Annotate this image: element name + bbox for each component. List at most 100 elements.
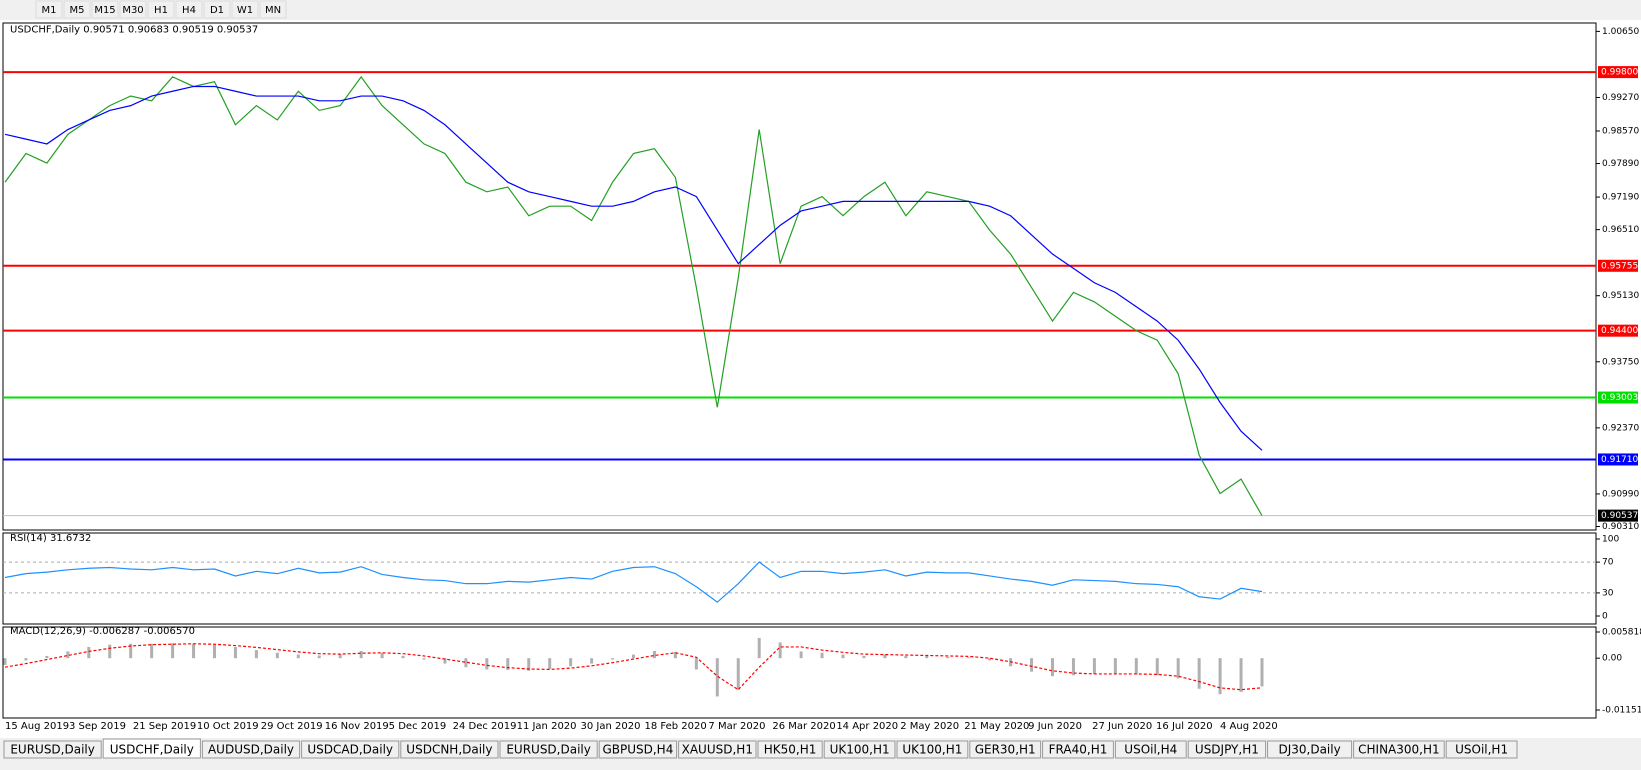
y-tick-label: 0.97890 (1602, 159, 1639, 169)
macd-panel (2, 626, 1597, 719)
y-tick-label: -0.011514 (1602, 706, 1641, 716)
toolbar (0, 0, 1641, 20)
chart-window (0, 20, 1641, 738)
level-label: 0.99800 (1601, 68, 1638, 78)
series-line (4, 561, 1263, 603)
x-tick-label: 3 Sep 2019 (69, 721, 126, 732)
level-tag (1598, 324, 1638, 337)
timeframe-button[interactable] (147, 0, 175, 19)
x-tick-label: 29 Oct 2019 (261, 721, 323, 732)
timeframe-button[interactable] (119, 0, 147, 19)
y-tick-label: 0.92370 (1602, 423, 1639, 433)
last-price-tag (1598, 509, 1638, 522)
x-tick-label: 5 Dec 2019 (389, 721, 447, 732)
rsi-panel (2, 532, 1597, 625)
tab-label: USOil,H1 (1455, 743, 1508, 757)
timeframe-button[interactable] (231, 0, 259, 19)
timeframe-button[interactable] (175, 0, 203, 19)
tab[interactable] (1114, 740, 1187, 759)
tab[interactable] (969, 740, 1042, 759)
price-panel (2, 22, 1597, 531)
x-tick-label: 2 May 2020 (900, 721, 959, 732)
y-tick-label: 0.99270 (1602, 93, 1639, 103)
tab[interactable] (201, 740, 301, 759)
level-label: 0.94400 (1601, 326, 1638, 336)
tab-label: GER30,H1 (975, 743, 1036, 757)
tab-label: HK50,H1 (764, 743, 817, 757)
timeframe-button[interactable] (203, 0, 231, 19)
tab[interactable] (1353, 740, 1445, 759)
x-tick-label: 21 Sep 2019 (133, 721, 196, 732)
tab[interactable] (1187, 740, 1267, 759)
x-tick-label: 14 Apr 2020 (836, 721, 898, 732)
tab[interactable] (3, 740, 102, 759)
y-tick-label: 0.97190 (1602, 193, 1639, 203)
tab-label: USDJPY,H1 (1195, 743, 1259, 757)
y-tick-label: 0.98570 (1602, 126, 1639, 136)
tab[interactable] (102, 738, 201, 759)
x-tick-label: 21 May 2020 (964, 721, 1029, 732)
tab-label: AUDUSD,Daily (208, 743, 294, 757)
level-label: 0.93003 (1601, 393, 1638, 403)
tab-label: EURUSD,Daily (10, 743, 95, 757)
y-tick-label: 30 (1602, 588, 1614, 598)
level-tag (1598, 259, 1638, 272)
tab[interactable] (1042, 740, 1114, 759)
x-tick-label: 26 Mar 2020 (772, 721, 835, 732)
timeframe-button[interactable] (91, 0, 119, 19)
tab-label: USOil,H4 (1124, 743, 1177, 757)
timeframe-label: M5 (70, 5, 85, 16)
timeframe-button[interactable] (259, 0, 287, 19)
tab[interactable] (1445, 740, 1518, 759)
y-tick-label: 0.005818 (1602, 628, 1641, 638)
x-tick-label: 16 Jul 2020 (1156, 721, 1213, 732)
x-tick-label: 27 Jun 2020 (1092, 721, 1152, 732)
y-tick-label: 0.90990 (1602, 489, 1639, 499)
tab[interactable] (1267, 740, 1353, 759)
tab[interactable] (499, 740, 598, 759)
timeframe-label: W1 (237, 5, 253, 16)
tab[interactable] (301, 740, 400, 759)
timeframe-label: H4 (182, 5, 196, 16)
level-label: 0.91710 (1601, 455, 1638, 465)
tab[interactable] (823, 740, 896, 759)
tab[interactable] (757, 740, 823, 759)
tab-label: DJ30,Daily (1278, 743, 1340, 757)
panel-title: MACD(12,26,9) -0.006287 -0.006570 (10, 626, 195, 637)
timeframe-label: H1 (154, 5, 168, 16)
timeframe-label: M1 (42, 5, 57, 16)
tab[interactable] (598, 740, 678, 759)
timeframe-label: M30 (122, 5, 143, 16)
series-line (4, 643, 1263, 691)
level-tag (1598, 453, 1638, 466)
y-tick-label: 0.96510 (1602, 225, 1639, 235)
tab[interactable] (896, 740, 969, 759)
timeframe-button[interactable] (63, 0, 91, 19)
y-tick-label: 1.00650 (1602, 27, 1639, 37)
timeframe-label: D1 (210, 5, 224, 16)
last-price-label: 0.90537 (1601, 511, 1638, 521)
y-tick-label: 70 (1602, 558, 1614, 568)
tab-label: FRA40,H1 (1049, 743, 1108, 757)
timeframe-label: MN (265, 5, 281, 16)
level-tag (1598, 66, 1638, 79)
x-tick-label: 15 Aug 2019 (5, 721, 69, 732)
y-tick-label: 0.00 (1602, 654, 1622, 664)
x-tick-label: 16 Nov 2019 (325, 721, 389, 732)
tab-label: UK100,H1 (830, 743, 890, 757)
tab[interactable] (400, 740, 499, 759)
tab-label: USDCAD,Daily (307, 743, 393, 757)
tab-label: EURUSD,Daily (506, 743, 591, 757)
timeframe-button[interactable] (35, 0, 63, 19)
y-tick-label: 100 (1602, 535, 1619, 545)
series-line (4, 85, 1263, 451)
y-tick-label: 0.95130 (1602, 291, 1639, 301)
x-tick-label: 9 Jun 2020 (1028, 721, 1082, 732)
tab-label: XAUUSD,H1 (682, 743, 753, 757)
tab[interactable] (678, 740, 757, 759)
timeframe-label: M15 (94, 5, 115, 16)
level-tag (1598, 391, 1638, 404)
y-tick-label: 0.90310 (1602, 522, 1639, 532)
tab-label: USDCNH,Daily (406, 743, 492, 757)
